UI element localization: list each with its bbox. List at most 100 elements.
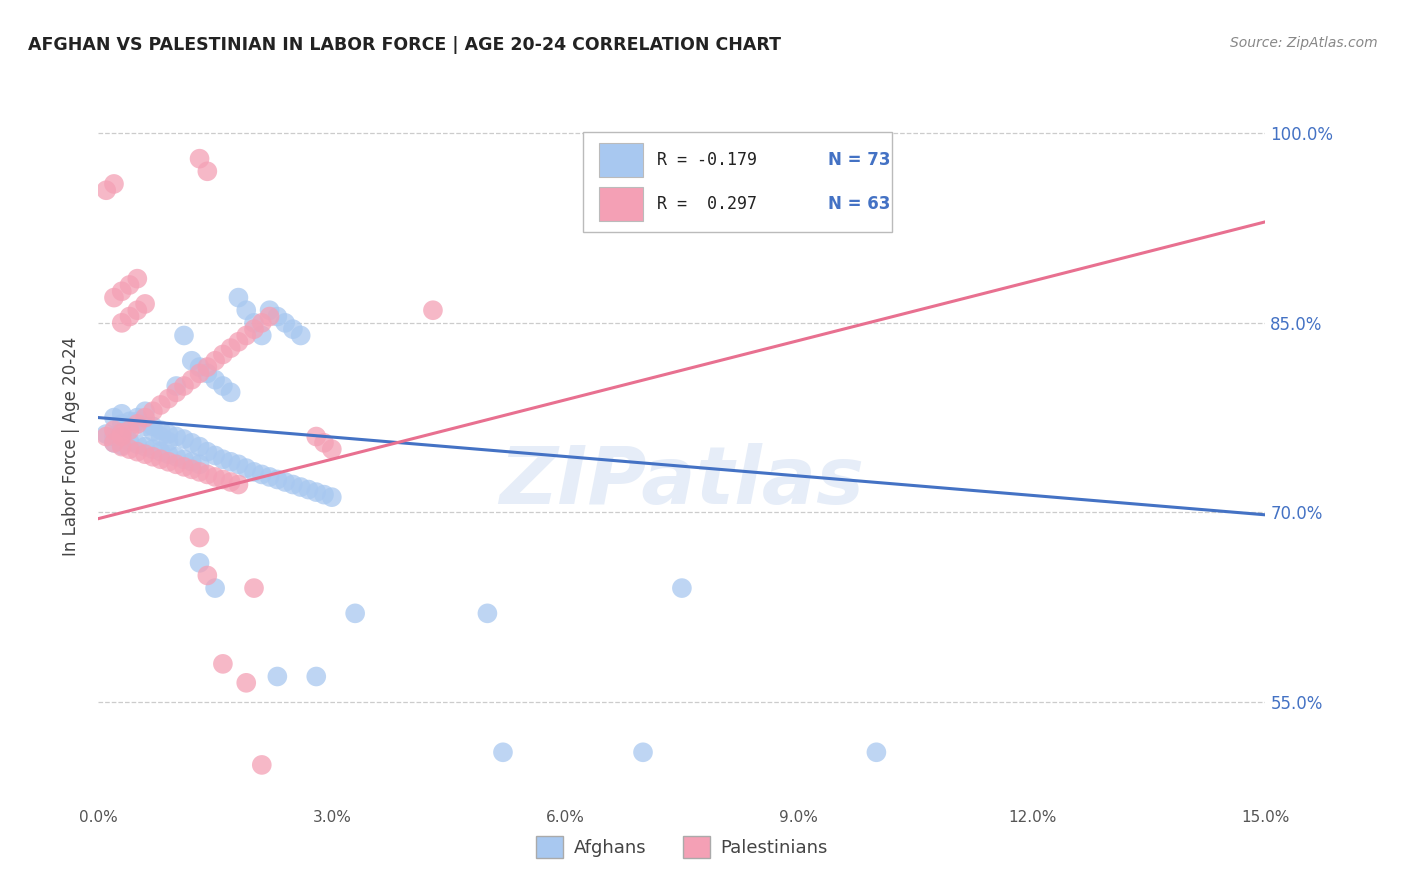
Bar xyxy=(599,143,644,178)
Point xyxy=(266,310,288,324)
Point xyxy=(212,347,235,361)
Point xyxy=(134,440,156,454)
Point xyxy=(96,429,118,443)
Point xyxy=(157,392,180,406)
Point xyxy=(173,452,195,467)
Legend: Afghans, Palestinians: Afghans, Palestinians xyxy=(529,829,835,865)
Point xyxy=(118,442,141,457)
Point xyxy=(149,444,172,458)
Point xyxy=(195,568,218,582)
Point xyxy=(173,459,195,474)
Text: ZIPatlas: ZIPatlas xyxy=(499,442,865,521)
Point xyxy=(290,328,312,343)
Point xyxy=(204,581,226,595)
Point xyxy=(212,379,235,393)
Point xyxy=(111,440,134,454)
Point xyxy=(111,425,134,440)
Point xyxy=(274,475,297,489)
Point xyxy=(188,440,211,454)
Point xyxy=(103,435,125,450)
Point xyxy=(111,285,134,299)
Point xyxy=(157,434,180,449)
Point xyxy=(134,410,156,425)
Point xyxy=(631,745,654,759)
Point xyxy=(228,477,250,491)
Point xyxy=(188,367,211,381)
Point xyxy=(344,607,367,621)
Point xyxy=(142,404,165,418)
Point xyxy=(149,452,172,467)
Point xyxy=(235,675,257,690)
Point xyxy=(180,353,202,368)
Point xyxy=(204,373,226,387)
Point xyxy=(142,450,165,464)
Point xyxy=(204,449,226,463)
Text: Source: ZipAtlas.com: Source: ZipAtlas.com xyxy=(1230,36,1378,50)
Point xyxy=(305,669,328,683)
Point xyxy=(219,455,242,469)
Point xyxy=(118,277,141,292)
Point xyxy=(180,455,202,469)
Point xyxy=(134,297,156,311)
Point xyxy=(118,434,141,449)
Point xyxy=(235,303,257,318)
Point xyxy=(219,475,242,489)
Point xyxy=(180,462,202,476)
Point xyxy=(259,303,281,318)
Point xyxy=(149,398,172,412)
Point xyxy=(212,452,235,467)
Point xyxy=(281,322,304,336)
Point xyxy=(195,467,218,482)
Point xyxy=(290,480,312,494)
Point xyxy=(173,379,195,393)
Point xyxy=(188,458,211,472)
Point xyxy=(127,417,149,431)
Point xyxy=(157,447,180,461)
Point xyxy=(103,177,125,191)
Point xyxy=(134,404,156,418)
Point xyxy=(127,303,149,318)
Point xyxy=(103,429,125,443)
Point xyxy=(477,607,499,621)
Point xyxy=(118,414,141,428)
Point xyxy=(111,417,134,431)
Point xyxy=(118,310,141,324)
Point xyxy=(259,470,281,484)
Point xyxy=(157,455,180,469)
Point xyxy=(111,438,134,452)
Point xyxy=(188,531,211,545)
Point xyxy=(118,423,141,437)
Point xyxy=(259,310,281,324)
Point xyxy=(188,152,211,166)
Point xyxy=(180,373,202,387)
FancyBboxPatch shape xyxy=(582,132,891,232)
Point xyxy=(149,429,172,443)
Point xyxy=(195,164,218,178)
Point xyxy=(312,488,335,502)
Point xyxy=(321,442,343,457)
Point xyxy=(243,316,266,330)
Text: N = 63: N = 63 xyxy=(828,195,890,213)
Point xyxy=(593,177,616,191)
Point xyxy=(281,477,304,491)
Point xyxy=(103,423,125,437)
Point xyxy=(142,425,165,439)
Point xyxy=(195,444,218,458)
Text: N = 73: N = 73 xyxy=(828,151,890,169)
Point xyxy=(118,419,141,434)
Point xyxy=(96,427,118,442)
Point xyxy=(195,360,218,375)
Point xyxy=(103,291,125,305)
Point xyxy=(219,341,242,355)
Point xyxy=(188,556,211,570)
Point xyxy=(228,458,250,472)
Point xyxy=(111,432,134,446)
Text: R = -0.179: R = -0.179 xyxy=(658,151,758,169)
Y-axis label: In Labor Force | Age 20-24: In Labor Force | Age 20-24 xyxy=(62,336,80,556)
Point xyxy=(127,437,149,451)
Point xyxy=(96,183,118,197)
Point xyxy=(235,328,257,343)
Point xyxy=(422,303,444,318)
Point xyxy=(305,485,328,500)
Point xyxy=(142,442,165,457)
